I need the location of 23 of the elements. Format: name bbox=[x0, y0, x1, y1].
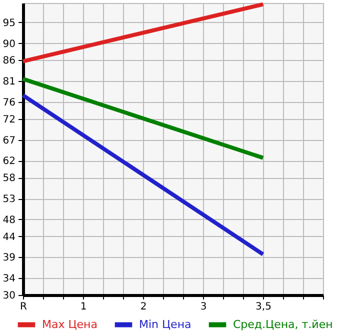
y-tick-label: 76 bbox=[2, 98, 16, 109]
x-tick-label: R bbox=[20, 302, 28, 312]
y-tick-label: 95 bbox=[2, 18, 16, 29]
y-tick-label: 30 bbox=[2, 290, 16, 302]
legend-label: Min Цена bbox=[139, 318, 192, 331]
y-tick-label: 62 bbox=[2, 156, 16, 168]
y-tick-label: 67 bbox=[2, 135, 16, 146]
legend-label: Max Цена bbox=[42, 318, 98, 331]
y-tick-label: 39 bbox=[2, 252, 16, 264]
y-tick-label: 48 bbox=[2, 214, 16, 226]
y-tick-label: 44 bbox=[2, 232, 16, 243]
y-tick-label: 34 bbox=[2, 274, 16, 285]
y-tick-label: 90 bbox=[2, 38, 16, 50]
y-tick-label: 86 bbox=[2, 56, 16, 67]
x-tick-label: 3 bbox=[200, 302, 207, 312]
y-tick-label: 72 bbox=[2, 114, 16, 126]
legend-label: Сред.Цена, т.йен bbox=[233, 318, 333, 331]
x-tick-label: 3,5 bbox=[256, 302, 272, 312]
y-tick-label: 58 bbox=[2, 173, 16, 184]
y-tick-label: 53 bbox=[2, 194, 16, 206]
x-tick-label: 2 bbox=[140, 302, 147, 312]
y-tick-label: 81 bbox=[2, 76, 16, 88]
x-tick-label: 1 bbox=[80, 302, 87, 312]
